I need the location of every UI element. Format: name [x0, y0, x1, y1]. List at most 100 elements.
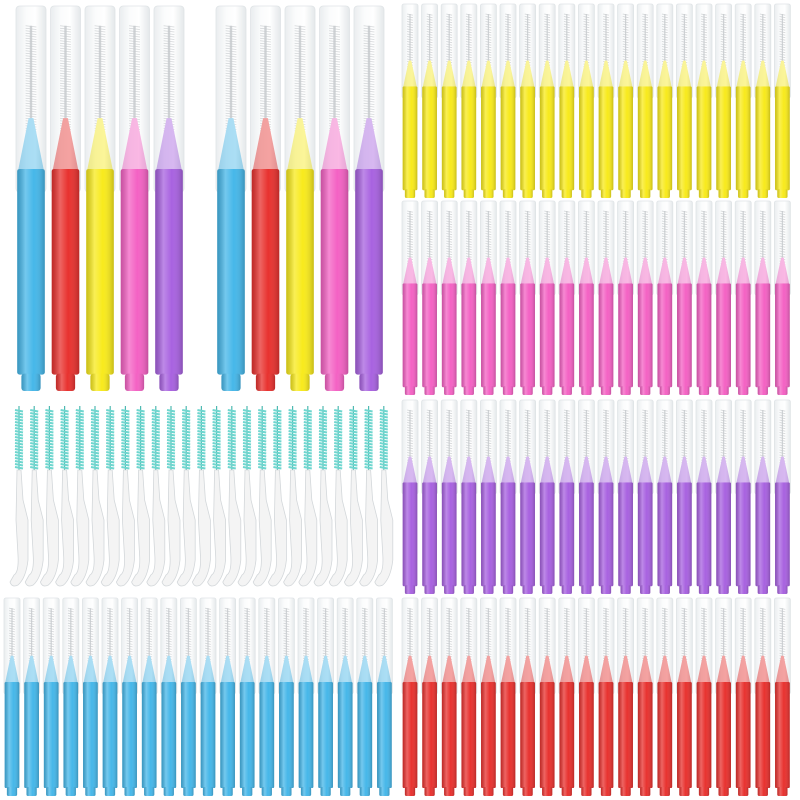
floss-pick	[161, 406, 181, 587]
small-brush-red	[715, 597, 732, 796]
small-brush-purple	[734, 399, 752, 595]
small-brush-red	[656, 597, 674, 796]
small-brush-red	[519, 597, 536, 796]
small-brush-yellow	[421, 3, 439, 199]
floss-pick	[359, 406, 378, 587]
small-brush-yellow	[538, 3, 556, 199]
floss-pick	[222, 406, 242, 587]
floss-pick	[237, 406, 257, 587]
small-brush-blue	[3, 597, 21, 796]
small-brush-yellow	[479, 3, 497, 199]
floss-pick	[252, 406, 272, 587]
small-brush-purple	[499, 399, 517, 595]
blue-row	[3, 597, 393, 796]
large-brush-group	[15, 5, 385, 392]
small-brush-purple	[656, 399, 674, 595]
large-brush-purple	[153, 5, 185, 392]
small-brush-red	[558, 597, 576, 796]
small-brush-blue	[277, 597, 295, 796]
small-brush-pink	[440, 200, 458, 396]
large-brush-yellow	[284, 5, 316, 392]
small-brush-pink	[715, 200, 732, 396]
floss-pick	[313, 406, 333, 587]
small-brush-pink	[479, 200, 497, 396]
large-brush-pink	[119, 5, 150, 392]
large-brush-blue	[15, 5, 47, 392]
small-brush-yellow	[460, 3, 478, 199]
floss-pick	[328, 406, 348, 587]
floss-pick	[343, 406, 363, 587]
floss-pick	[70, 406, 90, 587]
floss-pick	[176, 406, 196, 587]
floss-pick	[207, 406, 226, 587]
small-brush-group	[3, 3, 791, 796]
purple-row	[401, 399, 791, 595]
small-brush-blue	[297, 597, 315, 796]
small-brush-yellow	[558, 3, 576, 199]
large-brush-red	[250, 5, 281, 392]
small-brush-yellow	[617, 3, 634, 199]
small-brush-purple	[754, 399, 772, 595]
small-brush-yellow	[734, 3, 752, 199]
floss-pick	[374, 406, 394, 587]
red-row	[401, 597, 791, 796]
small-brush-yellow	[578, 3, 595, 199]
small-brush-purple	[774, 399, 791, 595]
large-brush-purple	[353, 5, 385, 392]
floss-pick-group	[9, 406, 394, 587]
small-brush-pink	[578, 200, 595, 396]
small-brush-blue	[179, 597, 197, 796]
small-brush-pink	[421, 200, 439, 396]
small-brush-pink	[636, 200, 654, 396]
small-brush-purple	[676, 399, 693, 595]
large-brush-red	[50, 5, 81, 392]
floss-pick	[283, 406, 302, 587]
floss-pick	[115, 406, 135, 587]
small-brush-pink	[558, 200, 576, 396]
small-brush-red	[617, 597, 634, 796]
small-brush-pink	[656, 200, 674, 396]
small-brush-pink	[538, 200, 556, 396]
small-brush-yellow	[401, 3, 419, 199]
small-brush-blue	[42, 597, 60, 796]
small-brush-red	[460, 597, 478, 796]
small-brush-yellow	[499, 3, 517, 199]
large-brush-pink	[319, 5, 350, 392]
small-brush-yellow	[440, 3, 458, 199]
small-brush-pink	[754, 200, 772, 396]
small-brush-pink	[499, 200, 517, 396]
floss-pick	[55, 406, 74, 587]
small-brush-yellow	[774, 3, 791, 199]
small-brush-pink	[401, 200, 419, 396]
small-brush-yellow	[597, 3, 615, 199]
small-brush-blue	[199, 597, 217, 796]
pink-row	[401, 200, 791, 396]
small-brush-purple	[401, 399, 419, 595]
small-brush-red	[734, 597, 752, 796]
small-brush-yellow	[519, 3, 536, 199]
small-brush-purple	[636, 399, 654, 595]
small-brush-blue	[317, 597, 335, 796]
small-brush-red	[754, 597, 772, 796]
small-brush-yellow	[695, 3, 713, 199]
small-brush-purple	[519, 399, 536, 595]
small-brush-blue	[62, 597, 80, 796]
small-brush-red	[479, 597, 497, 796]
small-brush-yellow	[656, 3, 674, 199]
small-brush-blue	[356, 597, 374, 796]
small-brush-blue	[23, 597, 41, 796]
small-brush-red	[774, 597, 791, 796]
small-brush-yellow	[676, 3, 693, 199]
small-brush-blue	[219, 597, 237, 796]
floss-pick	[85, 406, 105, 587]
floss-pick	[39, 406, 59, 587]
floss-pick	[191, 406, 211, 587]
small-brush-pink	[519, 200, 536, 396]
small-brush-blue	[101, 597, 119, 796]
small-brush-purple	[421, 399, 439, 595]
small-brush-purple	[558, 399, 576, 595]
small-brush-blue	[140, 597, 158, 796]
floss-pick	[146, 406, 166, 587]
